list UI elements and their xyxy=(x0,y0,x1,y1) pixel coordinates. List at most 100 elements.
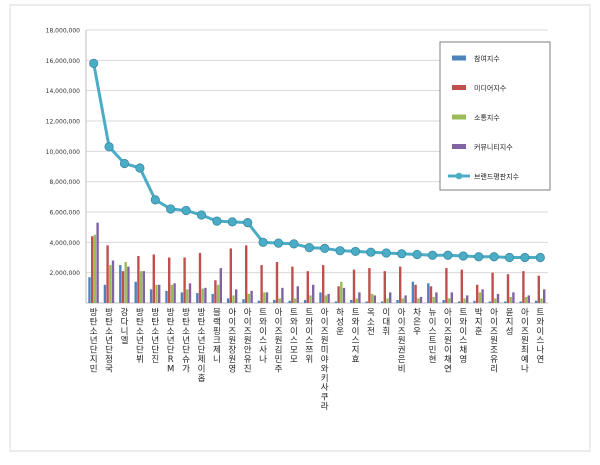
bar xyxy=(534,300,538,303)
bar xyxy=(168,257,171,303)
bar xyxy=(158,284,161,303)
brand-index-point xyxy=(119,158,130,169)
brand-index-point xyxy=(89,58,99,68)
brand-index-point xyxy=(474,252,484,262)
bar xyxy=(288,300,291,303)
bar xyxy=(106,245,109,303)
bar xyxy=(319,292,322,303)
bar xyxy=(142,271,145,303)
brand-index-point xyxy=(489,252,499,262)
y-axis-ticks: 2,000,000 4,000,000 6,000,000 8,000,000 10,0… xyxy=(46,28,81,278)
y-tick-label: 10,000,000 xyxy=(46,149,81,156)
bar xyxy=(365,301,368,303)
bar xyxy=(389,292,392,303)
bar xyxy=(504,301,507,303)
bar xyxy=(293,298,297,303)
bar xyxy=(235,289,238,303)
bar xyxy=(327,293,330,303)
bar xyxy=(183,257,186,303)
bar xyxy=(496,293,500,303)
brand-index-line xyxy=(89,58,545,263)
bar xyxy=(306,271,309,303)
bar xyxy=(281,287,284,303)
bar xyxy=(296,286,299,303)
y-tick-label: 12,000,000 xyxy=(46,119,81,126)
brand-index-point xyxy=(335,246,345,256)
bar xyxy=(337,286,340,303)
brand-index-point xyxy=(258,237,268,247)
bar xyxy=(350,299,353,303)
brand-index-point xyxy=(427,250,438,260)
y-tick-label: 16,000,000 xyxy=(46,58,81,65)
bar xyxy=(119,265,122,303)
bar xyxy=(188,283,192,303)
bar xyxy=(527,295,530,303)
bar xyxy=(494,298,497,303)
bar xyxy=(214,280,217,303)
bar xyxy=(137,255,140,303)
bar xyxy=(139,271,143,303)
brand-index-point xyxy=(412,249,422,260)
bar xyxy=(473,300,476,303)
bar xyxy=(419,296,423,303)
bar xyxy=(165,290,168,303)
bar xyxy=(322,265,325,303)
bar xyxy=(263,292,266,303)
bar xyxy=(509,296,512,303)
bar xyxy=(396,299,399,303)
bar xyxy=(460,269,463,303)
bar xyxy=(93,234,97,303)
brand-index-point xyxy=(397,249,407,259)
bar xyxy=(432,296,435,303)
brand-index-point xyxy=(227,217,237,227)
bar xyxy=(491,272,494,303)
bar xyxy=(340,281,343,303)
bar xyxy=(417,298,420,303)
bar xyxy=(232,295,235,303)
bar xyxy=(450,292,453,303)
bar xyxy=(524,296,528,303)
bar xyxy=(260,265,263,303)
brand-index-point xyxy=(289,239,299,249)
brand-index-point xyxy=(381,248,391,258)
bar xyxy=(488,301,492,303)
brand-index-point xyxy=(458,251,468,261)
bar xyxy=(522,271,525,303)
bar xyxy=(111,260,115,303)
bar xyxy=(198,252,202,303)
legend-label: 커뮤니티지수 xyxy=(474,143,513,152)
bar xyxy=(414,284,417,303)
bar xyxy=(401,298,405,303)
brand-index-point xyxy=(520,252,530,263)
brand-index-point xyxy=(243,218,253,228)
bar xyxy=(466,295,469,303)
bar xyxy=(96,222,99,303)
bar xyxy=(373,295,376,303)
bar xyxy=(149,289,153,303)
bar xyxy=(478,292,482,303)
bar xyxy=(180,292,184,303)
bar xyxy=(257,300,261,303)
bar xyxy=(303,299,307,303)
bar xyxy=(91,236,94,303)
bar xyxy=(352,269,356,303)
